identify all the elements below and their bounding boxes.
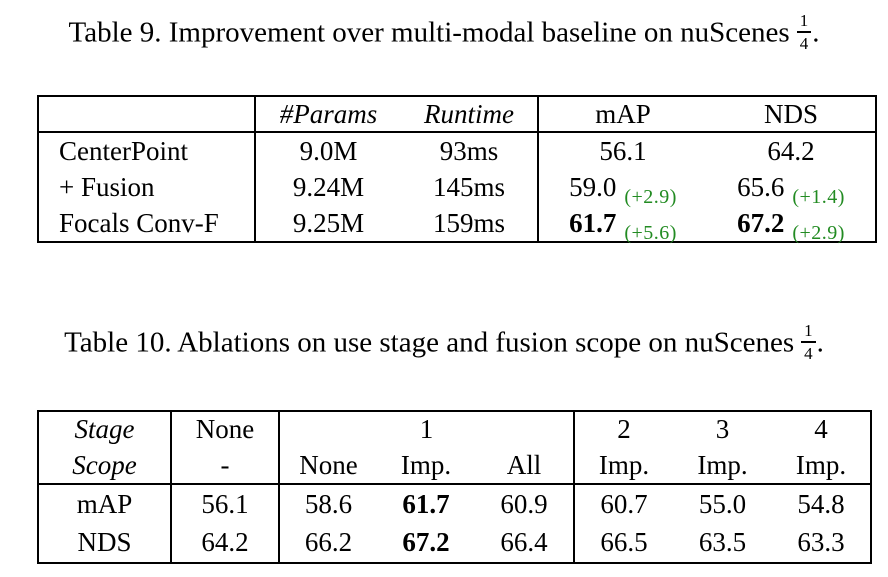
- map-value: 56.1: [599, 135, 647, 166]
- nds-improvement-badge: (+1.4): [792, 186, 845, 209]
- table9-header-empty: [38, 96, 256, 133]
- map-number: 61.7: [569, 208, 617, 239]
- scope-col-imp: Imp.: [673, 447, 773, 485]
- stage-1: 1: [279, 411, 576, 447]
- scope-header-label: Scope: [38, 447, 172, 485]
- cell-value: 66.2: [304, 527, 353, 558]
- nds-value: 65.6 (+1.4): [707, 169, 876, 209]
- fraction-denominator: 4: [799, 34, 809, 53]
- table9-header-map: mAP: [538, 96, 707, 133]
- params-value: 9.24M: [292, 172, 365, 203]
- scope-none-dash: -: [171, 447, 280, 485]
- row-label: Focals Conv-F: [38, 206, 256, 242]
- table10-header-scope-row: Scope - None Imp. All Imp. Imp. Imp.: [38, 447, 872, 485]
- stage-none: None: [171, 411, 280, 447]
- fraction-denominator: 4: [804, 344, 813, 363]
- map-improvement-badge: (+2.9): [624, 186, 677, 209]
- table9-header-row: #Params Runtime mAP NDS: [38, 96, 876, 133]
- cell-value: 60.9: [475, 484, 576, 523]
- table10-header-stage-row: Stage None 1 2 3 4: [38, 411, 871, 447]
- table9-caption-period: .: [812, 16, 820, 49]
- cell-value: 58.6: [304, 488, 353, 519]
- nds-number: 65.6: [737, 172, 785, 203]
- table9-caption-text: Table 9. Improvement over multi-modal ba…: [68, 16, 790, 49]
- metric-label: mAP: [38, 484, 172, 523]
- table-row: CenterPoint 9.0M 93ms 56.1 64.2: [38, 132, 876, 169]
- fraction-numerator: 1: [796, 12, 812, 33]
- cell-value: 63.3: [797, 527, 845, 558]
- map-number: 59.0: [569, 172, 617, 203]
- table10-caption-period: .: [816, 326, 824, 359]
- scope-col-imp: Imp.: [377, 447, 475, 485]
- table-row: mAP 56.1 58.6 61.7 60.9 60.7 55.0 54.8: [38, 484, 871, 523]
- map-improvement-badge: (+5.6): [624, 222, 677, 245]
- row-label: CenterPoint: [38, 132, 256, 169]
- runtime-value: 93ms: [401, 132, 539, 169]
- map-value: 59.0 (+2.9): [538, 169, 707, 209]
- table9-header-runtime: Runtime: [401, 96, 539, 133]
- stage-header-label: Stage: [38, 411, 172, 447]
- table9-caption: Table 9. Improvement over multi-modal ba…: [0, 12, 888, 52]
- map-value: 61.7 (+5.6): [538, 206, 707, 245]
- row-label: + Fusion: [38, 169, 256, 206]
- cell-value-best: 67.2: [402, 527, 450, 558]
- cell-value-best: 61.7: [402, 488, 450, 519]
- nds-value: 67.2 (+2.9): [707, 206, 876, 245]
- fraction-numerator: 1: [801, 322, 816, 343]
- cell-value: 64.2: [171, 523, 280, 563]
- cell-value: 55.0: [698, 488, 747, 519]
- cell-value: 54.8: [797, 488, 845, 519]
- nds-improvement-badge: (+2.9): [792, 222, 845, 245]
- table-row: + Fusion 9.24M 145ms 59.0 (+2.9) 65.6 (+1.…: [38, 169, 876, 209]
- nds-value: 64.2: [767, 135, 815, 166]
- params-value: 9.0M: [299, 135, 358, 166]
- metric-label: NDS: [38, 523, 172, 563]
- stage-3: 3: [715, 414, 730, 445]
- scope-col-none: None: [279, 447, 377, 485]
- table9-header-nds: NDS: [707, 96, 876, 133]
- table10: Stage None 1 2 3 4 Scope - None Imp. All…: [37, 410, 873, 564]
- cell-value: 56.1: [171, 484, 280, 523]
- scope-col-all: All: [475, 447, 576, 485]
- table-row: Focals Conv-F 9.25M 159ms 61.7 (+5.6) 67.…: [38, 206, 876, 245]
- stage-4: 4: [814, 414, 828, 445]
- cell-value: 60.7: [600, 488, 648, 519]
- runtime-value: 145ms: [401, 169, 539, 206]
- cell-value: 66.4: [475, 523, 576, 563]
- scope-col-imp: Imp.: [574, 447, 674, 485]
- table10-caption: Table 10. Ablations on use stage and fus…: [0, 322, 888, 362]
- table10-caption-text: Table 10. Ablations on use stage and fus…: [64, 326, 795, 359]
- params-value: 9.25M: [292, 208, 365, 239]
- scope-col-imp: Imp.: [772, 447, 872, 485]
- table9-header-params: #Params: [255, 96, 401, 133]
- cell-value: 66.5: [600, 527, 648, 558]
- table-row: NDS 64.2 66.2 67.2 66.4 66.5 63.5 63.3: [38, 523, 871, 563]
- cell-value: 63.5: [698, 527, 747, 558]
- stage-2: 2: [617, 414, 631, 445]
- runtime-value: 159ms: [401, 206, 539, 242]
- nds-number: 67.2: [737, 208, 785, 239]
- table9: #Params Runtime mAP NDS CenterPoint 9.0M…: [37, 95, 877, 245]
